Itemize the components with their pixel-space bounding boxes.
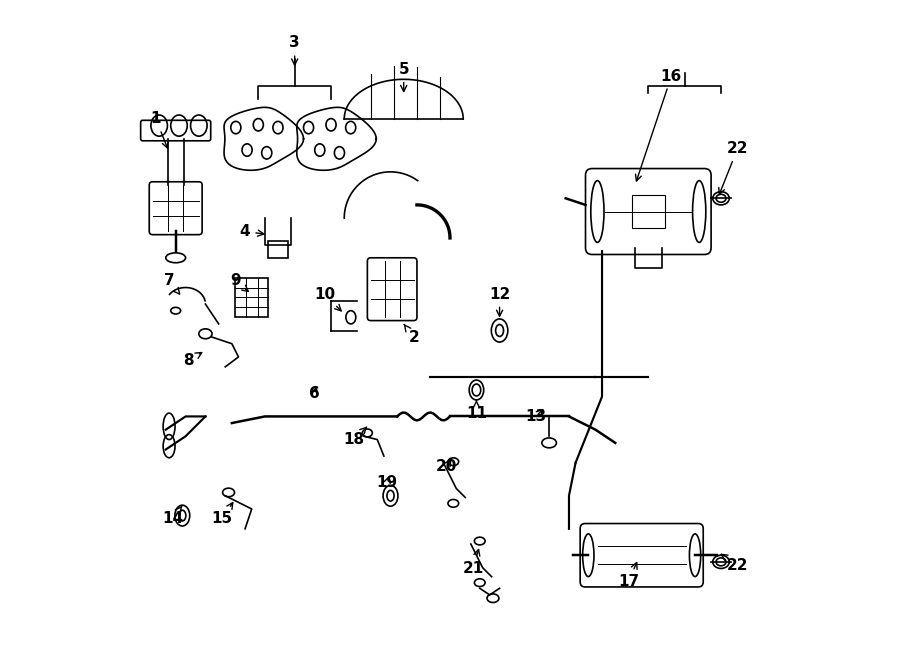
Text: 6: 6	[309, 386, 320, 401]
Text: 9: 9	[230, 274, 248, 292]
Bar	[632, 195, 665, 228]
Text: 19: 19	[376, 475, 398, 490]
Text: 15: 15	[212, 502, 233, 526]
Text: 3: 3	[290, 36, 300, 65]
Text: 7: 7	[164, 274, 180, 294]
Text: 2: 2	[404, 325, 419, 344]
Text: 5: 5	[399, 62, 409, 91]
Text: 22: 22	[719, 141, 748, 194]
Text: 10: 10	[314, 287, 341, 311]
Text: 14: 14	[162, 506, 183, 526]
Bar	[235, 278, 268, 317]
Text: 13: 13	[526, 409, 546, 424]
Bar	[268, 241, 288, 258]
Text: 20: 20	[436, 459, 457, 473]
Text: 4: 4	[239, 224, 264, 239]
Text: 17: 17	[618, 563, 639, 589]
Text: 12: 12	[489, 287, 510, 316]
Text: 21: 21	[463, 549, 484, 576]
Text: 11: 11	[466, 400, 487, 420]
Text: 18: 18	[344, 427, 366, 447]
Text: 8: 8	[184, 352, 202, 368]
Text: 16: 16	[635, 69, 682, 181]
Text: 1: 1	[150, 112, 168, 148]
Text: 22: 22	[721, 554, 748, 572]
